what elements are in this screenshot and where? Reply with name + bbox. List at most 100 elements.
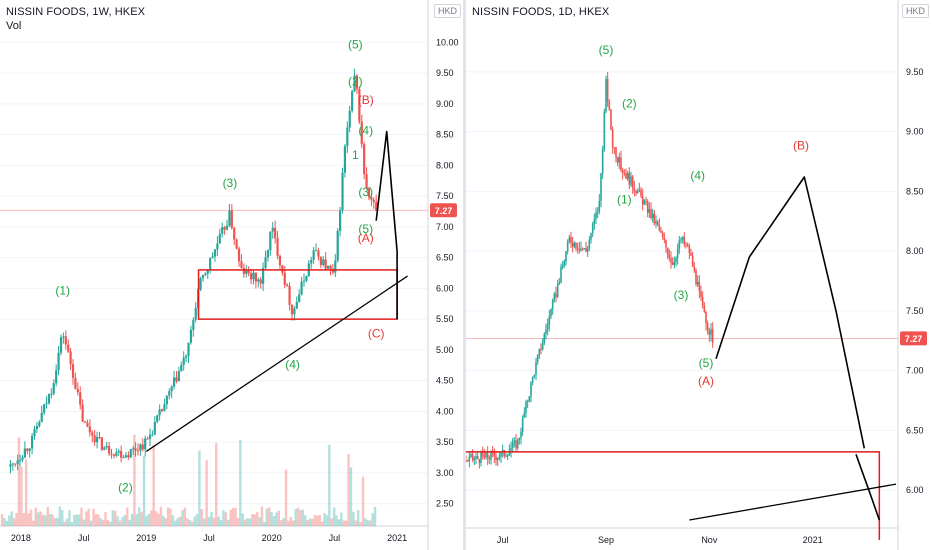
candle-body xyxy=(710,329,712,335)
wave-label: (5) xyxy=(348,37,363,51)
candle-body xyxy=(76,389,79,393)
volume-bar xyxy=(323,513,326,526)
volume-bar xyxy=(80,507,83,526)
volume-bar xyxy=(138,507,141,526)
daily-chart-panel[interactable]: 6.00 6.50 7.00 7.50 8.00 8.50 9.00 9.50 Jul Sep No… xyxy=(466,0,932,550)
volume-bar xyxy=(188,519,191,526)
candle-body xyxy=(466,460,467,462)
candle-body xyxy=(98,437,101,439)
candle-body xyxy=(635,190,637,194)
volume-bar xyxy=(352,511,355,526)
candle-body xyxy=(177,371,180,382)
candle-body xyxy=(269,231,272,251)
candle-body xyxy=(610,109,612,130)
wave-label: 1 xyxy=(352,148,359,162)
candle-body xyxy=(708,331,711,335)
candle-body xyxy=(93,435,96,443)
panel-divider[interactable] xyxy=(463,0,466,550)
candle-body xyxy=(656,221,659,226)
candle-body xyxy=(526,401,529,403)
candle-body xyxy=(633,187,636,191)
last-price-badge xyxy=(430,203,457,218)
candle-body xyxy=(341,172,344,211)
candle-body xyxy=(590,233,592,240)
volume-bar xyxy=(121,517,124,526)
candle-body xyxy=(112,454,116,456)
wave-label: (2) xyxy=(348,74,363,88)
volume-bar xyxy=(183,507,187,526)
candle-body xyxy=(543,333,546,343)
candle-body xyxy=(570,237,572,244)
candle-body xyxy=(240,261,243,268)
volume-bar xyxy=(77,514,81,526)
candle-body xyxy=(314,250,318,252)
candle-body xyxy=(242,267,245,274)
candle-body xyxy=(43,404,46,413)
candle-body xyxy=(501,450,504,453)
candle-body xyxy=(490,451,492,460)
volume-bar xyxy=(111,510,114,526)
candle-body xyxy=(661,232,664,238)
candle-body xyxy=(581,248,584,250)
candle-body xyxy=(139,444,142,451)
volume-bar xyxy=(282,517,285,526)
candle-body xyxy=(47,393,51,404)
candle-body xyxy=(706,323,709,332)
volume-bar xyxy=(198,450,201,526)
volume-bar xyxy=(224,512,228,526)
trendline xyxy=(145,275,408,452)
volume-bar xyxy=(227,519,230,526)
candle-body xyxy=(67,344,70,352)
volume-bar xyxy=(234,507,237,526)
wave-label: (3) xyxy=(674,288,689,302)
volume-bar xyxy=(255,512,259,526)
y-tick-label: 7.00 xyxy=(436,222,454,232)
candle-body xyxy=(329,265,332,269)
volume-bar xyxy=(44,515,47,526)
candle-body xyxy=(71,364,75,378)
candle-body xyxy=(478,459,481,464)
volume-bar xyxy=(369,520,372,526)
candle-body xyxy=(134,448,137,451)
candle-body xyxy=(598,200,601,212)
volume-bar xyxy=(219,520,223,526)
candle-body xyxy=(64,336,67,345)
candle-body xyxy=(690,252,692,256)
candle-body xyxy=(681,237,684,240)
candle-body xyxy=(358,88,361,122)
candle-body xyxy=(700,291,702,297)
candle-body xyxy=(580,248,582,251)
candle-body xyxy=(199,278,202,290)
volume-bar xyxy=(251,514,254,526)
candle-body xyxy=(696,281,699,285)
x-tick-label: 2021 xyxy=(387,533,407,543)
volume-bar xyxy=(27,513,30,526)
candle-body xyxy=(252,272,255,280)
candle-body xyxy=(473,458,476,460)
candle-body xyxy=(293,308,296,315)
volume-bar xyxy=(15,513,18,526)
volume-bar xyxy=(292,520,295,526)
volume-bar xyxy=(241,513,244,526)
weekly-chart[interactable]: 2.50 3.00 3.50 4.00 4.50 5.00 5.50 6.00 6.50 7.00… xyxy=(0,0,463,550)
y-tick-label: 9.50 xyxy=(906,67,924,77)
volume-bar xyxy=(284,469,288,526)
candle-body xyxy=(670,257,672,263)
candle-body xyxy=(698,281,701,292)
x-tick-label: Sep xyxy=(598,535,614,545)
candle-body xyxy=(565,251,567,262)
projection-path xyxy=(375,130,398,320)
support-zone-box xyxy=(197,269,398,320)
volume-bar xyxy=(85,511,88,526)
trendline xyxy=(689,483,897,521)
candle-body xyxy=(175,377,178,382)
weekly-chart-panel[interactable]: 2.50 3.00 3.50 4.00 4.50 5.00 5.50 6.00 6.50 7.00… xyxy=(0,0,463,550)
candle-body xyxy=(683,237,686,245)
daily-chart[interactable]: 6.00 6.50 7.00 7.50 8.00 8.50 9.00 9.50 Jul Sep No… xyxy=(466,0,932,550)
candle-body xyxy=(595,212,597,219)
candle-body xyxy=(643,200,646,205)
candle-body xyxy=(528,396,531,402)
candle-body xyxy=(628,173,631,185)
candle-body xyxy=(117,450,120,453)
candle-body xyxy=(471,454,474,460)
